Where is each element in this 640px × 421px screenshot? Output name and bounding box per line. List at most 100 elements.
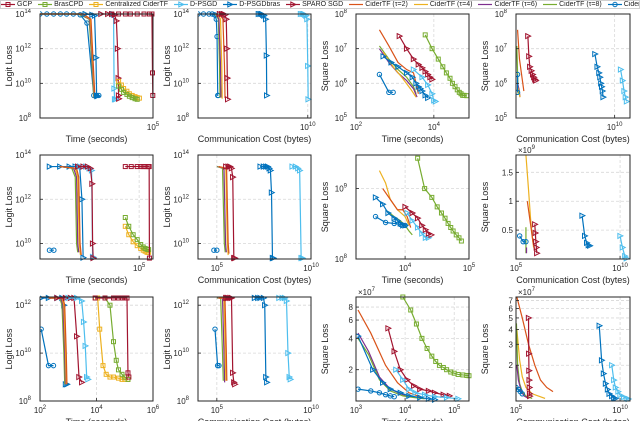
point-d-psgdbras-marker — [599, 87, 607, 95]
point-sparo-sgd-marker — [385, 324, 392, 332]
point-sparo-sgd-marker — [525, 32, 532, 40]
series-brascpd — [422, 32, 470, 99]
ytick-label: 1010 — [15, 78, 31, 88]
point-brascpd-marker — [434, 204, 440, 210]
series-line-cidertf-2 — [516, 29, 525, 92]
point-sparo-sgd-marker — [79, 379, 86, 386]
ytick-label: 4 — [349, 334, 354, 343]
ytick-label: 1012 — [15, 300, 31, 310]
point-d-psgdbras-marker — [600, 370, 608, 377]
series-line-cidertf-2 — [516, 296, 554, 393]
point-d-psgdbras-marker — [425, 94, 432, 102]
series-d-psgd — [617, 66, 631, 105]
point-d-psgd-marker — [305, 62, 312, 70]
point-d-psgdbras-marker — [257, 163, 265, 170]
xtick-label: 105 — [510, 263, 523, 273]
axes-box — [515, 296, 631, 402]
series-line-cidertf-2 — [218, 165, 230, 254]
point-d-psgdbras-marker — [417, 394, 424, 401]
series-d-psgd — [404, 209, 433, 242]
legend-item-cidertf-6: CiderTF (τ=6) — [478, 1, 537, 8]
point-sparo-sgd-marker — [532, 229, 540, 237]
point-d-psgdbras-marker — [406, 392, 413, 400]
xtick-label: 104 — [428, 122, 441, 132]
legend-swatch-sparo-sgd — [286, 1, 301, 8]
series-line-cidertf-2 — [357, 309, 421, 398]
point-gcp-marker — [149, 70, 155, 76]
point-sparo-sgd-marker — [446, 392, 454, 400]
x-axis-label: Communication Cost (bytes) — [516, 275, 630, 285]
point-d-psgd-marker — [79, 297, 86, 305]
series-sparo-sgd — [532, 221, 541, 257]
point-d-psgdbras-marker — [598, 356, 606, 364]
point-d-psgdbras-marker — [415, 83, 423, 91]
point-d-psgdbras-marker — [94, 92, 102, 100]
ytick-label: 1.5 — [502, 168, 514, 177]
xtick-label: 1010 — [607, 122, 623, 132]
xtick-label: 105 — [211, 405, 224, 415]
point-brascpd-marker — [445, 220, 451, 226]
series-line-sparo-sgd — [398, 35, 433, 80]
xtick-label: 106 — [147, 405, 160, 415]
plot-area — [198, 297, 311, 401]
point-d-psgdbras-marker — [584, 239, 591, 247]
ytick-label: 1014 — [15, 9, 31, 19]
point-d-psgdbras-marker — [372, 194, 380, 201]
x-axis-label: Time (seconds) — [66, 417, 128, 421]
y-axis-label: Logit Loss — [162, 186, 172, 228]
point-gcp-marker — [119, 295, 125, 301]
point-d-psgdbras-marker — [594, 63, 602, 71]
legend: GCP BrasCPD Centralized CiderTF D-PSGD D-PSG… — [0, 0, 640, 9]
point-d-psgd-marker — [617, 66, 625, 73]
point-d-psgdbras-marker — [262, 15, 270, 23]
point-d-psgdbras-marker — [380, 200, 387, 208]
ytick-label: 6 — [349, 316, 354, 325]
legend-swatch-d-psgd — [174, 1, 188, 8]
ytick-label: 108 — [19, 113, 32, 123]
point-sparo-sgd-marker — [422, 226, 430, 234]
series-cidertf-m — [212, 326, 222, 369]
axes-box — [197, 154, 312, 260]
ytick-label: 108 — [19, 396, 32, 406]
x-axis-label: Time (seconds) — [382, 417, 444, 421]
point-d-psgd-marker — [455, 395, 463, 403]
y-axis-label: Logit Loss — [162, 45, 172, 87]
series-line-cidertf-m — [516, 387, 523, 395]
legend-item-gcp: GCP — [1, 1, 32, 8]
legend-swatch-cidertf-4 — [413, 3, 428, 6]
series-line-cidertf-m — [214, 329, 219, 367]
point-d-psgd-marker — [623, 255, 631, 262]
point-sparo-sgd-marker — [115, 92, 123, 99]
subplot-r3-c4: 2 3 4 567 105 1010 ×107 Communication Cost (byt… — [480, 287, 633, 421]
xtick-label: 1010 — [303, 405, 319, 415]
point-cidertf-m-marker — [40, 326, 44, 332]
point-sparo-sgd-marker — [527, 392, 534, 400]
point-brascpd-marker — [442, 215, 448, 221]
ytick-label: 3 — [509, 340, 514, 349]
series-cidertf-2 — [382, 188, 412, 228]
ytick-label: 108 — [335, 9, 348, 19]
point-brascpd-marker — [447, 75, 453, 81]
legend-sparo-sgd-marker — [290, 1, 297, 8]
ytick-label: 109 — [335, 184, 348, 194]
xtick-label: 105 — [133, 263, 146, 273]
series-group — [516, 296, 633, 403]
point-sparo-sgd-marker — [419, 64, 427, 72]
point-sparo-sgd-marker — [391, 348, 399, 355]
point-d-psgdbras-marker — [604, 386, 612, 393]
legend-label: SPARO SGD — [302, 1, 344, 8]
ytick-label: 1014 — [15, 150, 31, 160]
point-d-psgdbras-marker — [264, 92, 271, 99]
xtick-label: 105 — [463, 263, 476, 273]
legend-item-cidertf-4: CiderTF (τ=4) — [413, 1, 472, 8]
point-brascpd-marker — [415, 155, 421, 161]
point-d-psgdbras-marker — [93, 54, 100, 62]
legend-swatch-cidertf-6 — [478, 3, 493, 6]
point-sparo-sgd-marker — [417, 385, 424, 393]
legend-item-cidertf-8: CiderTF (τ=8) — [543, 1, 602, 8]
point-cidertf-m-marker — [212, 326, 218, 332]
point-d-psgdbras-marker — [582, 232, 589, 240]
point-d-psgd-marker — [289, 163, 297, 170]
axes-box — [39, 154, 154, 260]
point-d-psgd-marker — [623, 98, 631, 105]
